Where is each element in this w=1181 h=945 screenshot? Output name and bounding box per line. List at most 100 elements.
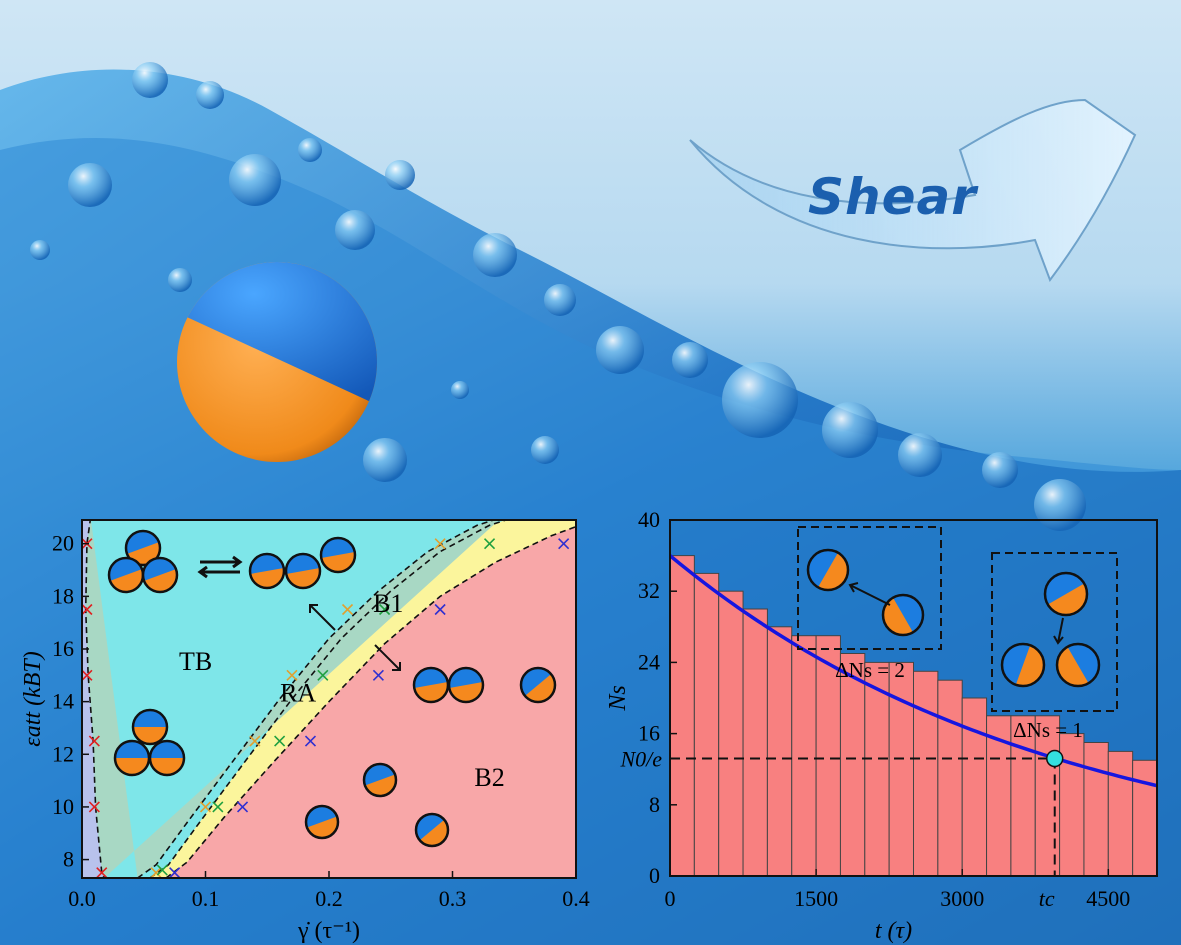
data-point-x-0 <box>88 735 100 747</box>
annotation-box-2 <box>797 526 942 650</box>
histogram-bar <box>864 661 890 877</box>
particle-outline <box>881 593 925 637</box>
data-point-x-1 <box>341 603 354 616</box>
janus-particle <box>1000 642 1046 688</box>
particle-blue-half <box>415 814 445 841</box>
histogram-bar <box>669 555 695 877</box>
janus-particle <box>319 536 357 574</box>
data-point-x-0 <box>82 669 93 681</box>
annotation-label-2: ΔNs = 2 <box>835 658 905 682</box>
particle-blue-half <box>1067 644 1099 684</box>
janus-particle <box>1055 642 1101 688</box>
x-tick-label: 1500 <box>794 886 838 911</box>
histogram-bar <box>693 572 720 877</box>
particle-blue-half <box>109 558 142 581</box>
phase-diagram-chart: 0.0 0.1 0.2 0.3 0.4 8 10 12 14 16 18 20 γ̇ (τ⁻¹) εatt… <box>20 519 590 944</box>
particle-outline <box>141 556 179 594</box>
janus-particle <box>284 552 322 590</box>
x-tick-label: 0.2 <box>315 886 343 911</box>
histogram-bar <box>1059 733 1085 877</box>
particle-blue-half <box>250 554 284 574</box>
fit-curve <box>668 554 1158 788</box>
tc-marker-point <box>1045 749 1064 768</box>
plot-frame <box>669 519 1158 877</box>
particle-outline <box>1000 642 1046 688</box>
particle-blue-half <box>321 538 355 558</box>
pointer-arrow-b1 <box>374 644 401 671</box>
janus-particle <box>447 666 485 704</box>
y-axis-label: εatt (kBT) <box>20 651 46 746</box>
particle-outline <box>284 552 322 590</box>
annotation-label-1: ΔNs = 1 <box>1013 718 1083 742</box>
exchange-arrow-left <box>197 565 240 579</box>
particle-outline <box>447 666 485 704</box>
janus-particle <box>141 556 179 594</box>
region-label-ra: RA <box>280 679 316 708</box>
data-point-x-3 <box>236 801 249 813</box>
shear-arrow <box>689 98 1137 283</box>
x-tick-label-tc: tc <box>1039 886 1055 911</box>
histogram-bar <box>791 635 817 877</box>
annotation-box-1 <box>991 552 1118 712</box>
y-tick-label: 0 <box>649 863 660 888</box>
data-point-x-3 <box>434 603 446 616</box>
particle-blue-half <box>808 550 838 588</box>
y-tick-label: 18 <box>52 583 74 608</box>
particle-outline <box>304 804 340 840</box>
decay-histogram-chart: 0 1500 3000 4500 tc 0 8 16 24 32 40 N0/e t (τ) Ns ΔNs … <box>605 507 1158 944</box>
boundary-B1-B2 <box>165 525 576 878</box>
phase-regions <box>82 520 576 878</box>
histogram-bar <box>766 626 793 877</box>
data-point-x-2 <box>317 669 329 681</box>
region-label-tb: TB <box>179 647 212 676</box>
y-tick-label: 16 <box>52 636 74 661</box>
y-tick-label: 8 <box>649 792 660 817</box>
histogram-bar <box>1132 759 1158 877</box>
data-point-x-3 <box>558 538 570 550</box>
janus-particle <box>414 812 450 848</box>
particle-blue-half <box>286 554 320 574</box>
region-left-strip <box>82 520 105 878</box>
histogram-bar <box>961 697 988 877</box>
histogram-bar <box>888 661 914 877</box>
x-axis-label: γ̇ (τ⁻¹) <box>297 918 360 944</box>
particle-outline <box>248 552 286 590</box>
data-point-x-1 <box>150 867 162 878</box>
particle-outline <box>1055 642 1101 688</box>
data-point-x-2 <box>274 735 286 747</box>
janus-particle <box>148 739 186 777</box>
particle-outline <box>148 739 186 777</box>
boundary-left <box>84 520 105 878</box>
x-tick-label: 0 <box>665 886 676 911</box>
histogram-bar <box>913 670 939 877</box>
particle-blue-half <box>449 668 483 688</box>
particle-blue-half <box>143 558 176 581</box>
histogram-bar <box>937 679 963 877</box>
data-point-x-2 <box>379 603 391 616</box>
x-tick-label: 0.0 <box>68 886 96 911</box>
janus-particle <box>362 762 398 798</box>
data-point-x-1 <box>249 735 261 747</box>
data-point-x-3 <box>169 867 181 878</box>
histogram-bar <box>839 653 866 877</box>
histogram-bar <box>742 608 768 877</box>
event-annotations: ΔNs = 2 ΔNs = 1 <box>797 526 1118 742</box>
janus-particle <box>248 552 286 590</box>
region-ra <box>82 520 507 878</box>
y-tick-label: 10 <box>52 794 74 819</box>
data-point-x-0 <box>88 801 100 813</box>
annotation-arrow-1 <box>1053 617 1064 645</box>
particle-outline <box>124 529 162 567</box>
janus-particle <box>881 593 925 637</box>
y-tick-label: 24 <box>638 649 660 674</box>
y-tick-label: 20 <box>52 531 74 556</box>
particle-blue-half <box>521 668 552 696</box>
particle-blue-half <box>414 668 448 688</box>
particle-blue-half <box>150 741 184 758</box>
y-tick-label: 40 <box>638 507 660 532</box>
y-tick-label: 16 <box>638 721 660 746</box>
region-label-b2: B2 <box>474 763 504 792</box>
particle-blue-half <box>1002 644 1031 685</box>
shear-label: Shear <box>808 168 977 226</box>
particle-outline <box>131 708 169 746</box>
